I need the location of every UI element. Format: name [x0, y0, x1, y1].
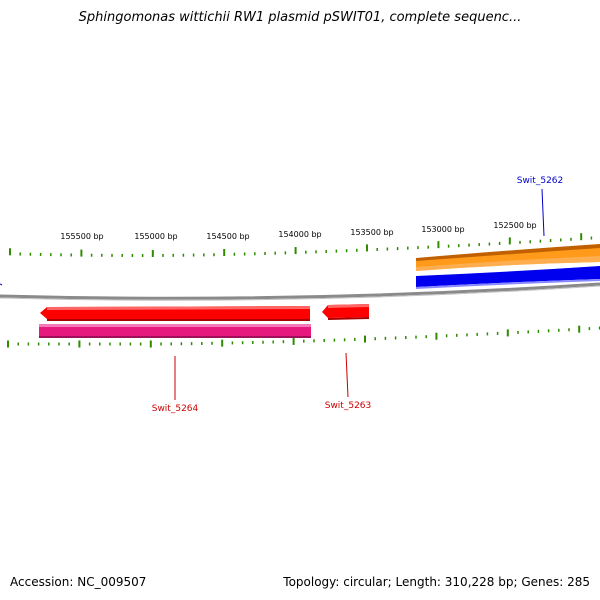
scale-label: 153000 bp: [421, 225, 464, 234]
leader-line-swit-5262: [541, 188, 545, 237]
topology-stats-text: Topology: circular; Length: 310,228 bp; …: [283, 575, 590, 589]
tick-track-bottom: [7, 325, 600, 348]
scale-label: 154500 bp: [206, 232, 249, 241]
reverse-gene-feature[interactable]: [39, 324, 311, 338]
accession-text: Accession: NC_009507: [10, 575, 147, 589]
reverse-cds-swit-5263[interactable]: [322, 304, 369, 320]
forward-cds-feature[interactable]: [416, 266, 600, 289]
scale-label: 153500 bp: [350, 228, 393, 237]
gene-label-swit-5264[interactable]: Swit_5264: [152, 404, 199, 414]
reverse-cds-swit-5264[interactable]: [40, 306, 310, 321]
scale-label: 155500 bp: [60, 232, 103, 241]
backbone-circle: [0, 282, 600, 300]
scale-label: 154000 bp: [278, 230, 321, 239]
scale-label: 152500 bp: [493, 221, 536, 230]
gene-label-swit-5263[interactable]: Swit_5263: [325, 401, 372, 411]
leader-line-swit-5263: [345, 352, 349, 398]
forward-gene-feature[interactable]: [416, 244, 600, 271]
scale-labels: 155500 bp 155000 bp 154500 bp 154000 bp 1535…: [60, 221, 536, 241]
tick-track-top: [9, 233, 593, 257]
map-title: Sphingomonas wittichii RW1 plasmid pSWIT…: [78, 10, 522, 25]
gene-label-swit-5262[interactable]: Swit_5262: [517, 176, 564, 186]
scale-label: 155000 bp: [134, 232, 177, 241]
